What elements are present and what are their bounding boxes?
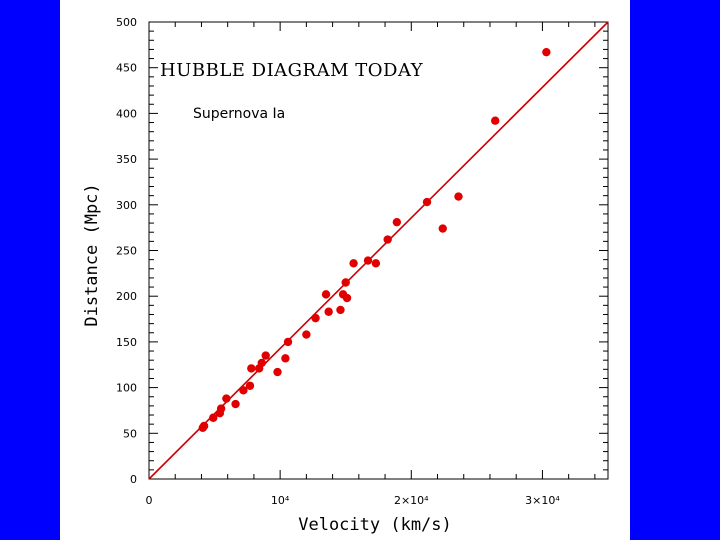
data-point [239,386,248,395]
axis-ticks [148,21,608,480]
data-point [231,399,240,409]
y-tick-label: 500 [116,16,137,29]
data-point [363,256,373,265]
data-point [341,278,350,287]
data-point [321,290,331,299]
y-tick-label: 350 [116,153,137,166]
x-tick-label: 2×10⁴ [394,494,429,507]
y-tick-label: 200 [116,290,137,303]
data-point [247,364,256,373]
data-point [324,307,333,316]
x-tick-label: 3×10⁴ [525,494,560,507]
fit-line [148,21,609,480]
y-axis-title: Distance (Mpc) [82,183,102,326]
data-point [336,305,345,315]
y-tick-label: 150 [116,336,137,349]
data-point [392,217,402,227]
y-tick-label: 250 [116,245,137,258]
data-point [542,47,551,57]
data-point [261,351,270,360]
y-tick-label: 400 [116,107,137,120]
x-axis-title: Velocity (km/s) [298,515,452,535]
data-point [302,330,311,339]
y-tick-label: 450 [116,62,137,75]
data-point [209,413,218,422]
data-point [371,259,381,268]
data-point [491,116,500,125]
chart-subtitle: Supernova Ia [193,106,285,122]
x-tick-label: 10⁴ [271,494,290,507]
data-point [273,367,282,377]
y-tick-label: 100 [116,382,137,395]
y-tick-label: 50 [123,427,137,440]
data-point [216,404,226,413]
data-point [422,197,432,207]
data-point [342,293,352,303]
data-point [438,224,447,233]
tick-labels: 0 50 100 150 200 250 300 350 400 450 500 0 10⁴ 2×10⁴ 3… [116,16,560,507]
chart-title: HUBBLE DIAGRAM TODAY [160,60,424,81]
data-point [199,421,209,431]
data-point [222,394,231,403]
data-point [383,235,392,244]
data-point [283,337,293,347]
chart-panel [60,0,630,540]
fit-line-group [148,21,609,480]
data-point [281,354,290,363]
data-point [454,192,463,201]
y-tick-label: 0 [130,473,137,486]
data-point [257,358,266,368]
data-point [311,313,320,323]
y-tick-label: 300 [116,199,137,212]
data-points [198,47,551,433]
data-point [349,259,358,268]
data-point [245,381,255,390]
x-tick-label: 0 [146,494,153,507]
